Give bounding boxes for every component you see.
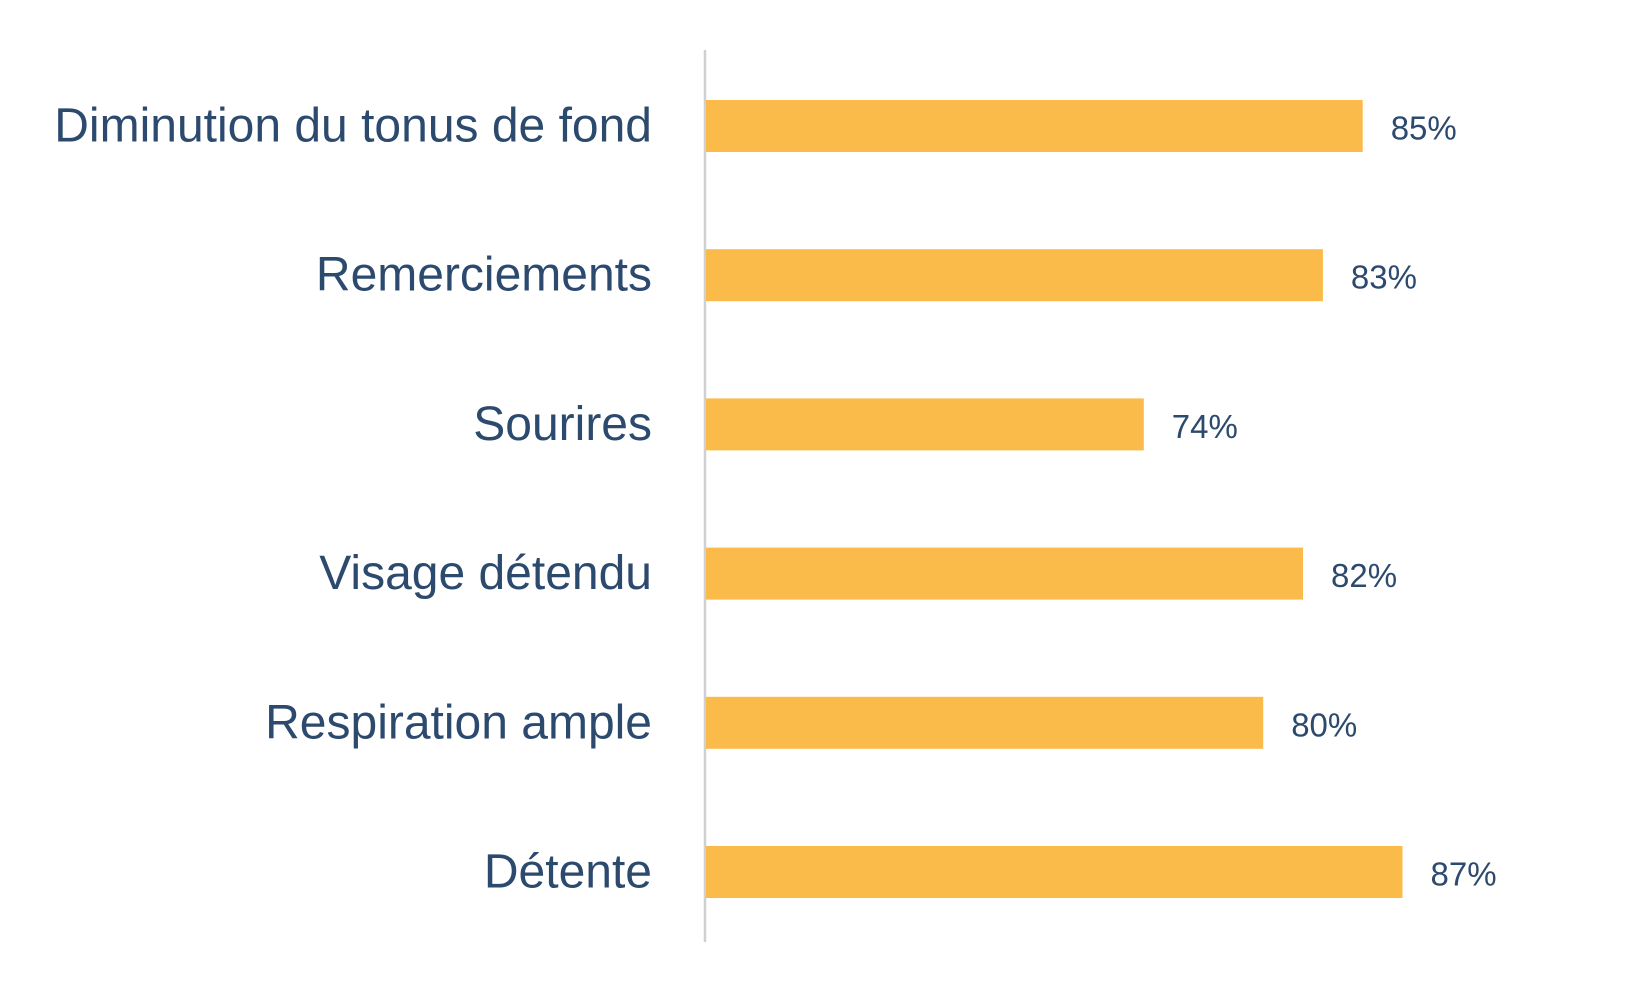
bar-row: Remerciements 83% [316,249,1417,302]
bar [706,846,1403,898]
category-label: Détente [484,846,652,899]
bar-row: Détente 87% [484,846,1497,899]
category-label: Visage détendu [319,547,652,600]
data-label: 87% [1431,856,1497,893]
category-label: Sourires [473,398,652,451]
bar-row: Sourires 74% [473,398,1238,451]
category-label: Diminution du tonus de fond [54,100,652,153]
data-label: 83% [1351,259,1417,296]
bar [706,100,1363,152]
data-label: 85% [1391,110,1457,147]
bar [706,696,1264,749]
bar [706,547,1303,600]
data-label: 82% [1331,557,1397,594]
data-label: 80% [1291,706,1357,743]
bar-rows: Diminution du tonus de fond 85% Remercieme… [54,100,1496,899]
category-label: Remerciements [316,249,652,302]
data-label: 74% [1172,408,1238,445]
bar-row: Diminution du tonus de fond 85% [54,100,1456,153]
bar-row: Respiration ample 80% [265,696,1357,749]
bar [706,398,1144,451]
bar [706,249,1323,302]
bar-row: Visage détendu 82% [319,547,1397,600]
category-label: Respiration ample [265,696,652,749]
